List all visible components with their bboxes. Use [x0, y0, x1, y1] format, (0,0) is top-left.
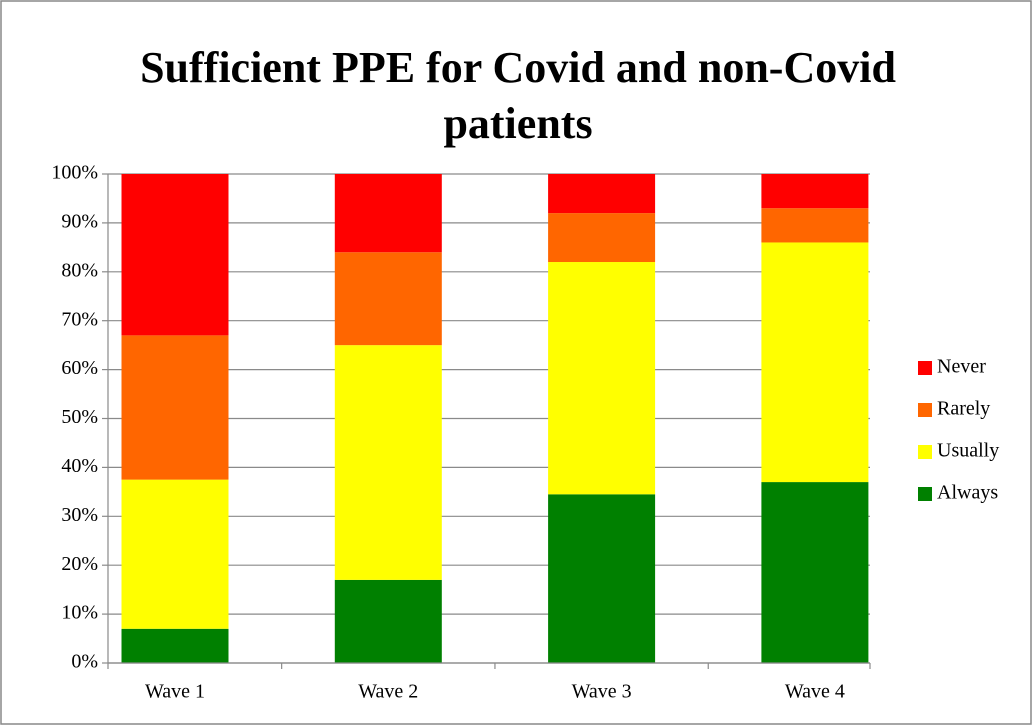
legend-swatch — [918, 403, 932, 417]
bar-segment — [761, 174, 869, 209]
legend-label: Always — [937, 482, 998, 504]
bar-segment — [334, 345, 442, 580]
bar-segment — [121, 628, 229, 663]
bar-segment — [334, 174, 442, 253]
bar-segment — [121, 479, 229, 629]
y-tick-label: 30% — [61, 504, 98, 526]
y-tick-label: 20% — [61, 553, 98, 575]
y-tick-label: 40% — [61, 455, 98, 477]
x-tick-label: Wave 3 — [572, 681, 632, 703]
bar-segment — [121, 174, 229, 336]
bar-segment — [761, 482, 869, 663]
x-tick-label: Wave 4 — [785, 681, 845, 703]
bar-segment — [761, 208, 869, 243]
legend-swatch — [918, 361, 932, 375]
bar-segment — [334, 579, 442, 663]
y-tick-label: 90% — [61, 210, 98, 232]
legend-swatch — [918, 445, 932, 459]
legend-label: Never — [937, 356, 986, 378]
y-tick-label: 80% — [61, 259, 98, 281]
bar-segment — [548, 213, 656, 263]
y-tick-label: 50% — [61, 406, 98, 428]
x-tick-label: Wave 1 — [145, 681, 205, 703]
bar-segment — [548, 494, 656, 663]
y-tick-label: 70% — [61, 308, 98, 330]
bar-segment — [548, 262, 656, 495]
bar-segment — [121, 335, 229, 480]
chart-title: Sufficient PPE for Covid and non-Covid p… — [140, 43, 896, 148]
legend-label: Usually — [937, 440, 999, 462]
legend-label: Rarely — [937, 398, 990, 420]
y-tick-label: 60% — [61, 357, 98, 379]
x-tick-label: Wave 2 — [358, 681, 418, 703]
y-tick-label: 0% — [71, 651, 98, 673]
legend-swatch — [918, 487, 932, 501]
bar-segment — [548, 174, 656, 214]
y-tick-label: 10% — [61, 602, 98, 624]
y-tick-label: 100% — [51, 162, 98, 184]
bar-segment — [761, 242, 869, 483]
bar-segment — [334, 252, 442, 346]
